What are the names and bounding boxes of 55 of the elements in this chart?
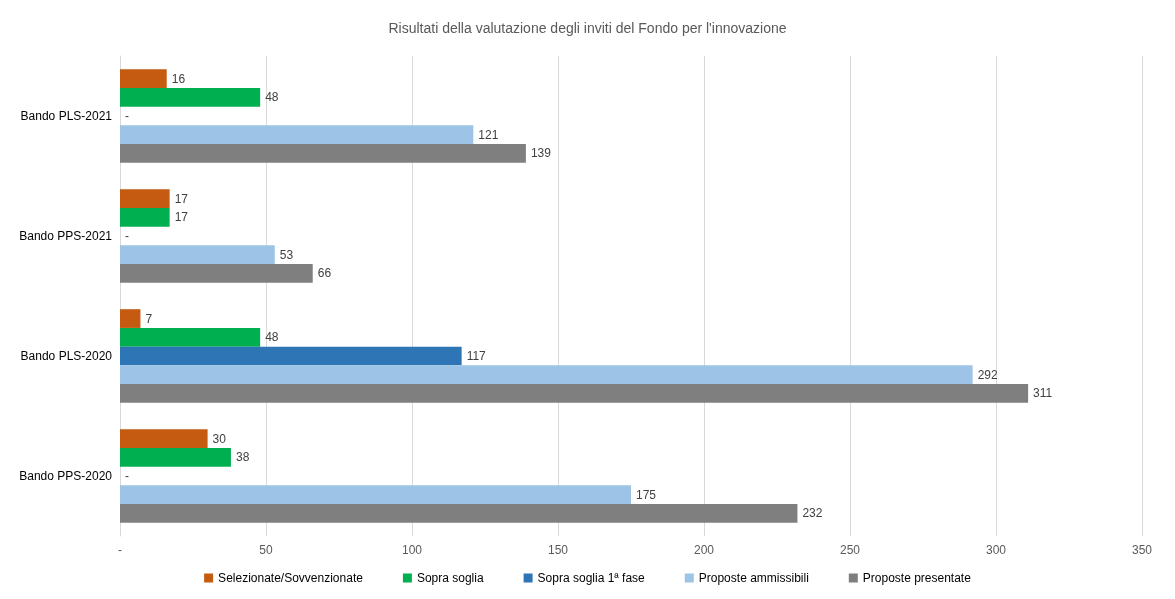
data-label: 232 [802,506,823,521]
bar [120,144,526,163]
data-label: 117 [466,349,487,363]
data-label: 66 [317,266,332,281]
legend-label: Selezionate/Sovvenzionate [218,571,364,585]
x-tick-label: 250 [839,543,861,557]
chart-title: Risultati della valutazione degli inviti del Fondo per l'innovazione [388,20,787,36]
data-label: 53 [279,247,294,262]
data-label: 7 [145,311,153,326]
bar [120,264,313,283]
data-label: 292 [977,367,998,382]
data-label: 48 [265,90,279,105]
bar [120,429,208,448]
data-label: 16 [171,71,186,86]
bar [120,189,170,208]
data-label: 311 [1033,386,1053,401]
data-label: 38 [235,450,250,465]
legend-label: Sopra soglia 1ª fase [537,571,646,585]
data-label: 139 [530,146,552,161]
bar [120,309,141,328]
data-label: 17 [174,210,189,225]
y-tick-label: Bando PLS-2021 [20,109,113,123]
bar [120,69,167,88]
x-tick-label: 300 [985,543,1007,557]
legend-label: Sopra soglia [416,571,484,585]
bar [120,87,261,107]
data-label: - [125,469,129,483]
x-tick-label: - [118,543,122,557]
data-label: - [125,109,129,123]
data-label: 30 [212,431,227,446]
legend-label: Proposte ammissibili [698,571,809,585]
x-tick-label: 350 [1131,543,1153,557]
x-tick-label: 200 [693,543,715,557]
bar [120,504,798,523]
legend-label: Proposte presentate [862,571,972,585]
bar [120,384,1029,403]
data-label: 48 [265,330,279,345]
x-tick-label: 50 [259,543,273,557]
y-tick-label: Bando PPS-2021 [19,229,113,243]
data-label: 175 [636,487,657,502]
data-label: - [125,229,129,243]
x-tick-label: 150 [547,543,569,557]
y-tick-label: Bando PLS-2020 [20,349,113,363]
bar [120,125,474,145]
y-tick-label: Bando PPS-2020 [19,469,113,483]
x-tick-label: 100 [401,543,423,557]
data-label: 17 [174,191,189,206]
bar [120,327,261,347]
bar [120,207,170,227]
bar [120,447,231,467]
bar [120,245,275,265]
bar [120,485,631,505]
bar [120,346,462,366]
bar [120,365,973,385]
data-label: 121 [478,127,499,142]
